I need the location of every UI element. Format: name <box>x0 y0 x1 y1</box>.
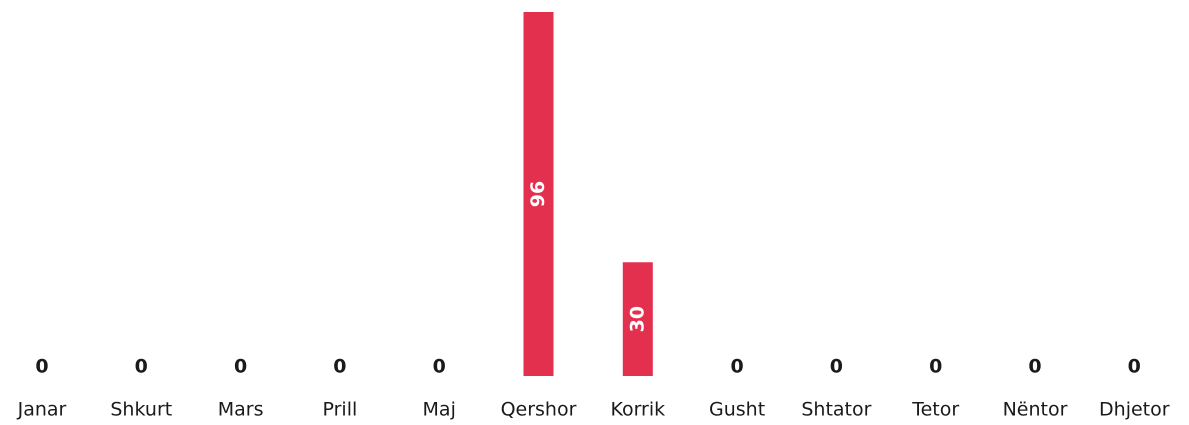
x-tick-label: Shkurt <box>110 399 172 421</box>
data-label: 0 <box>333 356 346 378</box>
bar <box>622 262 653 376</box>
x-tick-label: Maj <box>423 399 456 421</box>
x-tick-label: Nëntor <box>1003 399 1068 421</box>
data-label: 0 <box>433 356 446 378</box>
bar <box>523 12 554 376</box>
data-label: 0 <box>1028 356 1041 378</box>
x-tick-label: Dhjetor <box>1099 399 1170 421</box>
x-tick-label: Mars <box>218 399 264 421</box>
x-tick-label: Shtator <box>801 399 871 421</box>
data-label: 0 <box>35 356 48 378</box>
data-label: 0 <box>730 356 743 378</box>
x-tick-label: Prill <box>323 399 358 421</box>
data-label: 0 <box>830 356 843 378</box>
data-label: 30 <box>626 306 648 332</box>
data-label: 0 <box>929 356 942 378</box>
data-label: 0 <box>1128 356 1141 378</box>
x-tick-label: Tetor <box>911 399 959 421</box>
x-tick-label: Qershor <box>501 399 577 421</box>
x-tick-label: Janar <box>17 399 67 421</box>
data-label: 96 <box>527 181 549 207</box>
data-label: 0 <box>135 356 148 378</box>
x-tick-label: Korrik <box>610 399 665 421</box>
x-tick-label: Gusht <box>709 399 765 421</box>
data-label: 0 <box>234 356 247 378</box>
